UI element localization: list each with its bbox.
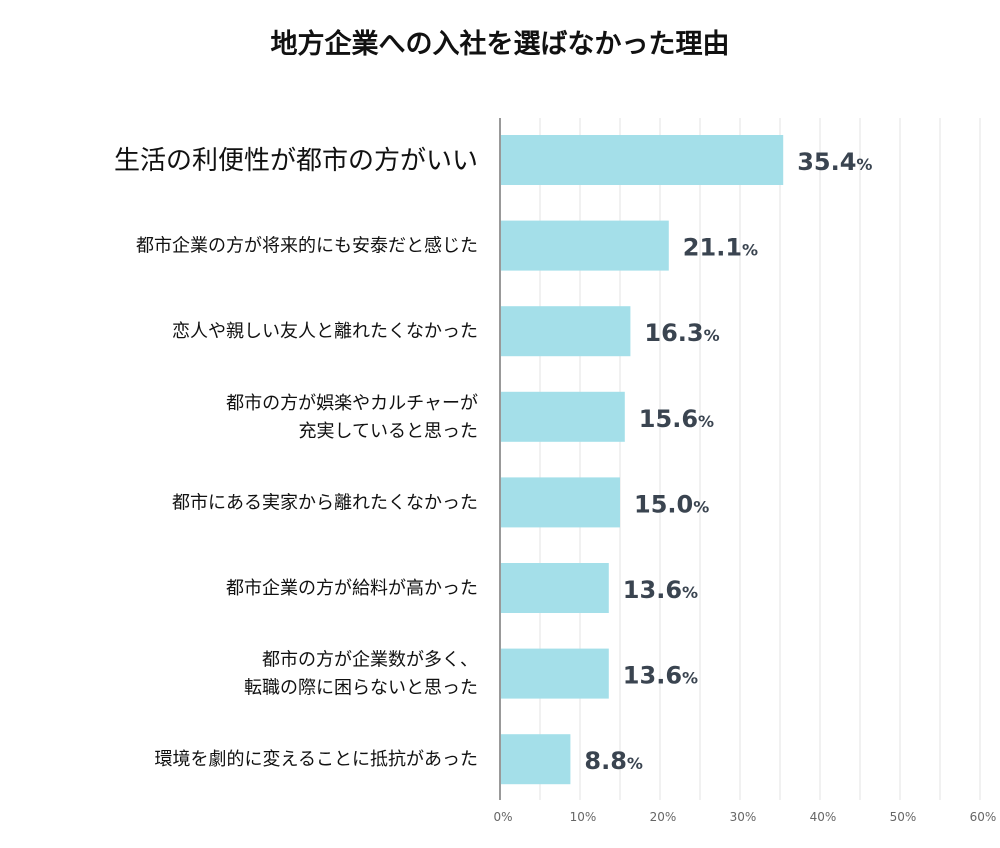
category-label: 転職の際に困らないと思った [244, 678, 478, 699]
bar [501, 648, 609, 699]
category-label: 環境を劇的に変えることに抵抗があった [155, 749, 478, 770]
bar [501, 563, 609, 613]
category-label: 都市にある実家から離れたくなかった [172, 492, 478, 513]
chart-title: 地方企業への入社を選ばなかった理由 [270, 29, 730, 60]
category-label: 都市企業の方が将来的にも安泰だと感じた [136, 236, 478, 257]
bar [501, 734, 571, 785]
bar [501, 135, 784, 185]
bar [501, 477, 620, 528]
x-tick-label: 50% [890, 810, 917, 824]
value-label: 15.0% [634, 490, 709, 518]
category-label: 生活の利便性が都市の方がいい [114, 146, 478, 176]
x-tick-label: 10% [570, 810, 597, 824]
x-tick-label: 40% [810, 810, 837, 824]
bar [501, 220, 669, 271]
x-tick-label: 0% [493, 810, 512, 824]
category-label: 都市企業の方が給料が高かった [226, 578, 478, 599]
x-tick-label: 30% [730, 810, 757, 824]
value-label: 15.6% [639, 405, 714, 433]
bar [501, 306, 631, 357]
value-label: 21.1% [683, 234, 758, 262]
category-label: 充実していると思った [299, 421, 478, 442]
category-label: 恋人や親しい友人と離れたくなかった [172, 320, 478, 342]
category-label: 都市の方が娯楽やカルチャーが [226, 393, 478, 414]
value-label: 13.6% [623, 576, 698, 604]
value-label: 8.8% [584, 747, 643, 775]
value-label: 13.6% [623, 662, 698, 690]
value-label: 16.3% [644, 319, 719, 347]
x-tick-label: 60% [970, 810, 997, 824]
x-tick-label: 20% [650, 810, 677, 824]
bar [501, 391, 625, 442]
value-label: 35.4% [797, 148, 872, 176]
category-label: 都市の方が企業数が多く、 [262, 650, 478, 671]
